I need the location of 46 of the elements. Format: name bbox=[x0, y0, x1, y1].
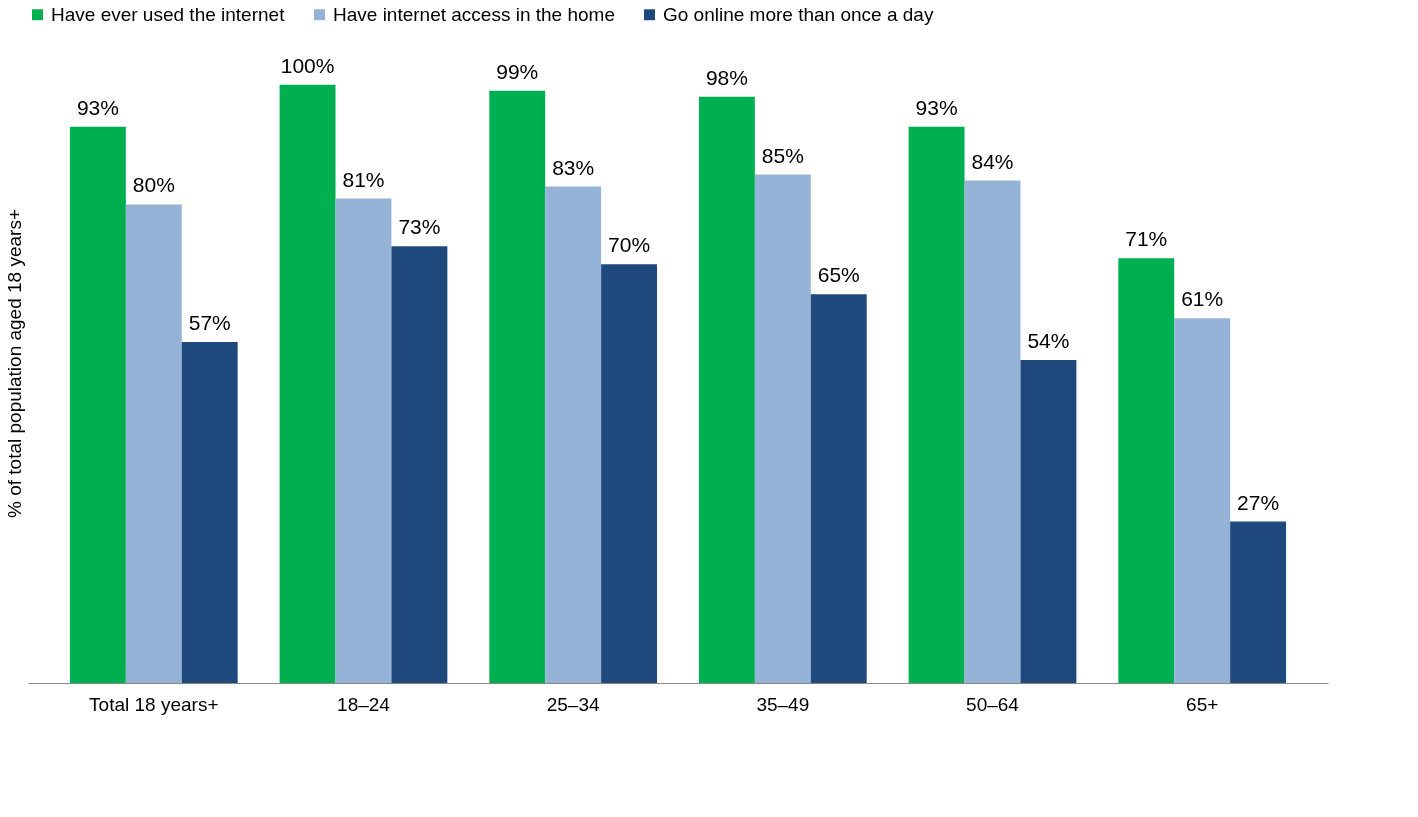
bar bbox=[1118, 258, 1175, 683]
data-label: 81% bbox=[342, 167, 385, 191]
bar bbox=[279, 84, 336, 683]
x-tick-label: 18–24 bbox=[337, 693, 391, 715]
bar bbox=[545, 186, 602, 683]
data-label: 85% bbox=[761, 143, 804, 167]
data-label: 84% bbox=[971, 149, 1014, 173]
x-tick-label: 65+ bbox=[1186, 693, 1219, 715]
legend-label: Have ever used the internet bbox=[51, 3, 286, 25]
y-axis-title: % of total population aged 18 years+ bbox=[3, 209, 25, 518]
data-label: 27% bbox=[1237, 490, 1280, 514]
data-label: 71% bbox=[1125, 227, 1168, 251]
data-label: 70% bbox=[608, 233, 651, 257]
bar bbox=[810, 294, 867, 683]
bar bbox=[391, 246, 448, 683]
data-label: 80% bbox=[132, 173, 175, 197]
bar bbox=[125, 204, 182, 683]
bar bbox=[181, 342, 238, 683]
x-tick-label: Total 18 years+ bbox=[89, 693, 219, 715]
data-label: 93% bbox=[76, 95, 119, 119]
data-label: 98% bbox=[705, 65, 748, 89]
data-label: 57% bbox=[188, 311, 231, 335]
x-tick-label: 25–34 bbox=[546, 693, 601, 715]
bar bbox=[489, 90, 546, 683]
bar bbox=[1230, 521, 1287, 683]
bar bbox=[754, 174, 811, 683]
data-label: 73% bbox=[398, 215, 441, 239]
data-label: 83% bbox=[552, 155, 595, 179]
data-label: 99% bbox=[496, 59, 539, 83]
bar bbox=[69, 126, 126, 683]
bar bbox=[335, 198, 392, 683]
bar bbox=[908, 126, 965, 683]
data-label: 61% bbox=[1181, 287, 1224, 311]
bar bbox=[1020, 360, 1077, 683]
data-label: 100% bbox=[280, 53, 335, 77]
data-label: 93% bbox=[915, 95, 958, 119]
bar bbox=[601, 264, 658, 683]
x-tick-label: 50–64 bbox=[966, 693, 1020, 715]
x-tick-label: 35–49 bbox=[756, 693, 810, 715]
bar bbox=[964, 180, 1021, 683]
legend-label: Have internet access in the home bbox=[333, 3, 615, 25]
legend-label: Go online more than once a day bbox=[663, 3, 934, 25]
bar bbox=[1174, 318, 1231, 683]
bar bbox=[698, 96, 755, 683]
data-label: 54% bbox=[1027, 329, 1070, 353]
data-label: 65% bbox=[817, 263, 860, 287]
